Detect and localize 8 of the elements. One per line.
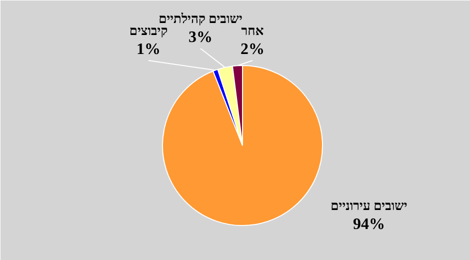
slice-label: אחר [241, 23, 264, 38]
data-label: 1% [136, 41, 160, 58]
slice-label: קיבוצים [129, 23, 168, 38]
data-label: 2% [240, 41, 264, 58]
data-label: 94% [352, 216, 385, 233]
data-label: 3% [188, 29, 212, 46]
slice-label: ישובים עירוניים [330, 198, 408, 213]
slice-label: ישובים קהילתיים [158, 11, 242, 26]
